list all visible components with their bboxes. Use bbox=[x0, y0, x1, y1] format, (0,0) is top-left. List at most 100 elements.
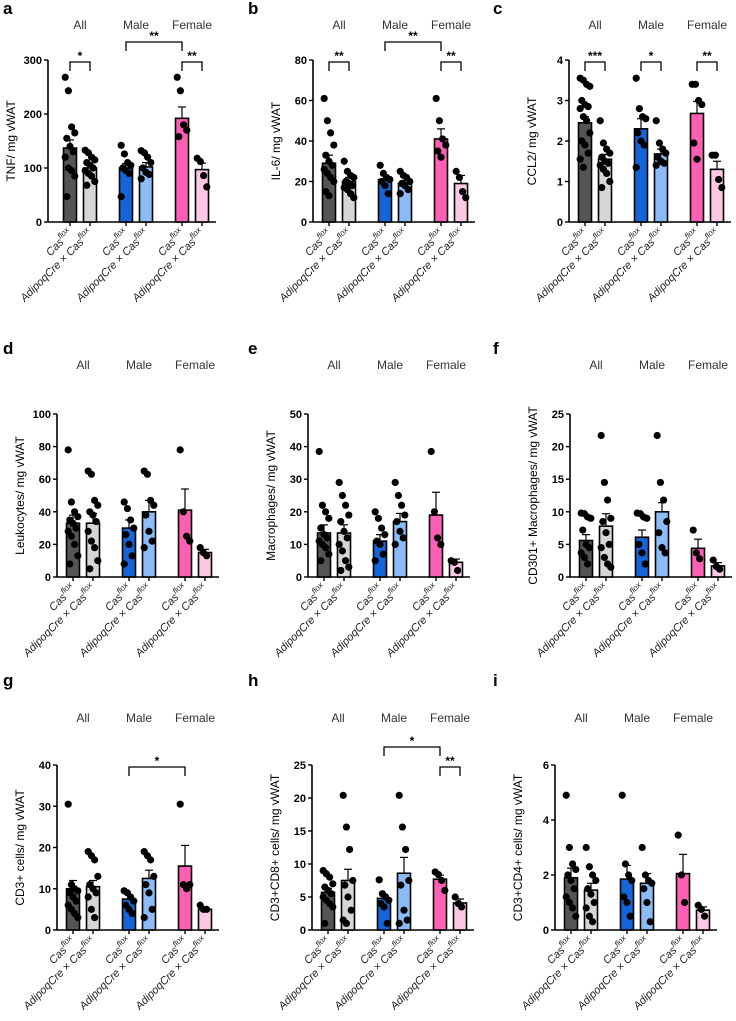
data-point bbox=[570, 885, 578, 893]
significance-label: ** bbox=[408, 29, 418, 43]
data-point bbox=[342, 823, 350, 831]
y-tick-label: 10 bbox=[290, 539, 302, 551]
data-point bbox=[89, 164, 97, 172]
data-point bbox=[329, 880, 337, 888]
data-point bbox=[641, 560, 649, 568]
data-point bbox=[150, 501, 158, 509]
y-tick-label: 2 bbox=[557, 136, 563, 148]
data-point bbox=[343, 534, 351, 542]
panel-c: c All Male Female 0 1 2 3 4 CCL2/ mg vWAT Casflox A… bbox=[490, 0, 735, 340]
data-point bbox=[125, 169, 133, 177]
data-point bbox=[663, 517, 671, 526]
data-point bbox=[452, 167, 460, 175]
significance-label: ** bbox=[187, 49, 197, 63]
data-point bbox=[64, 87, 72, 95]
data-point bbox=[143, 470, 151, 478]
group-label-all: All bbox=[76, 711, 89, 725]
data-point bbox=[607, 514, 615, 522]
y-tick-label: 20 bbox=[39, 843, 51, 855]
data-point bbox=[434, 534, 442, 542]
data-point bbox=[128, 552, 136, 560]
data-point bbox=[399, 534, 407, 542]
data-point bbox=[327, 890, 335, 898]
data-point bbox=[145, 170, 153, 179]
chart-i: i All Male Female 0 2 4 6 CD3+CD4+ cells/ mg vWA… bbox=[493, 671, 717, 1013]
data-point bbox=[87, 537, 95, 545]
data-point bbox=[585, 912, 593, 920]
data-point bbox=[200, 171, 208, 180]
data-point bbox=[640, 141, 648, 149]
y-tick-label: 40 bbox=[39, 760, 51, 772]
group-label-female: Female bbox=[175, 358, 215, 372]
group-label-female: Female bbox=[688, 358, 728, 372]
y-axis-label: CD3+ cells/ mg vWAT bbox=[13, 789, 27, 906]
group-label-male: Male bbox=[126, 711, 152, 725]
data-point bbox=[394, 491, 402, 500]
data-point bbox=[579, 163, 587, 171]
bar bbox=[177, 865, 193, 931]
data-point bbox=[600, 478, 608, 487]
data-point bbox=[176, 446, 184, 454]
data-point bbox=[655, 529, 663, 537]
data-point bbox=[325, 550, 333, 558]
data-point bbox=[691, 80, 699, 88]
chart-e: e All Male Female 0 10 20 30 40 50 Macrophages/ mg… bbox=[248, 339, 470, 660]
y-tick-label: 0 bbox=[543, 925, 549, 937]
data-point bbox=[94, 872, 102, 880]
data-point bbox=[386, 175, 394, 184]
y-tick-label: 200 bbox=[24, 109, 42, 121]
group-label-male: Male bbox=[126, 358, 152, 372]
data-point bbox=[91, 914, 99, 922]
y-tick-label: 2 bbox=[543, 870, 549, 882]
data-point bbox=[91, 544, 99, 552]
panel-letter: b bbox=[248, 0, 258, 18]
data-point bbox=[661, 549, 669, 557]
significance-bracket bbox=[640, 61, 662, 71]
significance-bracket bbox=[181, 61, 203, 71]
data-point bbox=[600, 553, 608, 562]
y-tick-label: 1 bbox=[557, 177, 563, 189]
data-point bbox=[442, 141, 450, 149]
data-point bbox=[434, 870, 442, 879]
significance-bracket bbox=[383, 746, 441, 756]
data-point bbox=[74, 887, 82, 895]
data-point bbox=[603, 169, 611, 177]
data-point bbox=[74, 513, 82, 521]
y-tick-label: 20 bbox=[552, 442, 564, 454]
data-point bbox=[203, 905, 211, 913]
data-point bbox=[716, 565, 724, 573]
data-point bbox=[620, 893, 628, 901]
data-point bbox=[587, 890, 595, 898]
y-tick-label: 30 bbox=[290, 474, 302, 486]
data-point bbox=[125, 540, 133, 548]
group-label-male: Male bbox=[638, 18, 664, 32]
significance-label: ** bbox=[334, 49, 344, 63]
data-point bbox=[64, 446, 72, 454]
data-point bbox=[380, 903, 388, 911]
data-point bbox=[145, 889, 153, 897]
data-point bbox=[621, 860, 629, 868]
data-point bbox=[88, 172, 96, 180]
data-point bbox=[597, 544, 605, 552]
data-point bbox=[379, 550, 387, 558]
significance-bracket bbox=[328, 61, 350, 71]
significance-label: * bbox=[78, 49, 83, 63]
group-label-male: Male bbox=[639, 358, 665, 372]
group-label-female: Female bbox=[175, 711, 215, 725]
data-point bbox=[677, 871, 685, 879]
data-point bbox=[459, 188, 467, 196]
group-label-female: Female bbox=[430, 711, 470, 725]
data-point bbox=[427, 447, 435, 456]
panel-letter: g bbox=[3, 671, 13, 690]
y-tick-label: 20 bbox=[294, 793, 306, 805]
data-point bbox=[599, 139, 607, 147]
data-point bbox=[374, 514, 382, 522]
data-point bbox=[625, 871, 633, 879]
y-axis-label: CD3+CD4+ cells/ mg vWAT bbox=[511, 773, 525, 921]
data-point bbox=[653, 431, 661, 440]
data-point bbox=[383, 919, 391, 927]
data-point bbox=[458, 903, 466, 911]
data-point bbox=[697, 905, 705, 913]
data-point bbox=[147, 856, 155, 864]
